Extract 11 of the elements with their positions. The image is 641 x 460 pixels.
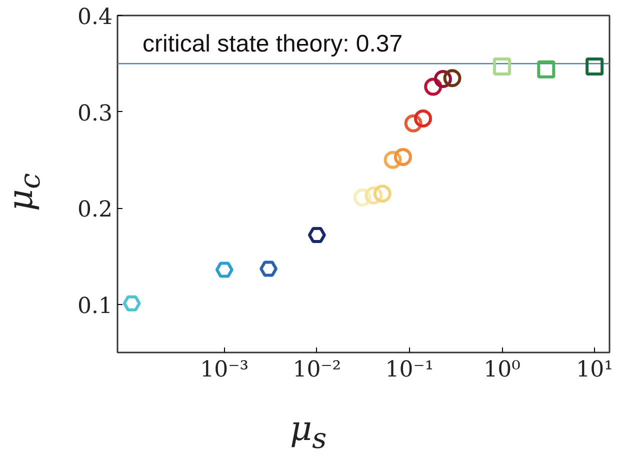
x-tick-label: 10⁻¹ bbox=[385, 358, 434, 382]
x-tick-label: 10⁻³ bbox=[200, 358, 249, 382]
x-tick-label: 10⁻² bbox=[292, 358, 342, 382]
y-tick-label: 0.4 bbox=[78, 5, 113, 30]
x-tick-label: 10¹ bbox=[576, 358, 613, 382]
y-tick-label: 0.2 bbox=[78, 198, 113, 223]
x-tick-label: 10⁰ bbox=[484, 358, 521, 382]
annotation: critical state theory: 0.37 bbox=[142, 30, 403, 58]
y-tick-label: 0.3 bbox=[78, 101, 113, 126]
y-tick-label: 0.1 bbox=[78, 294, 113, 319]
x-axis-title: μ$_{s}$ bbox=[290, 408, 327, 457]
